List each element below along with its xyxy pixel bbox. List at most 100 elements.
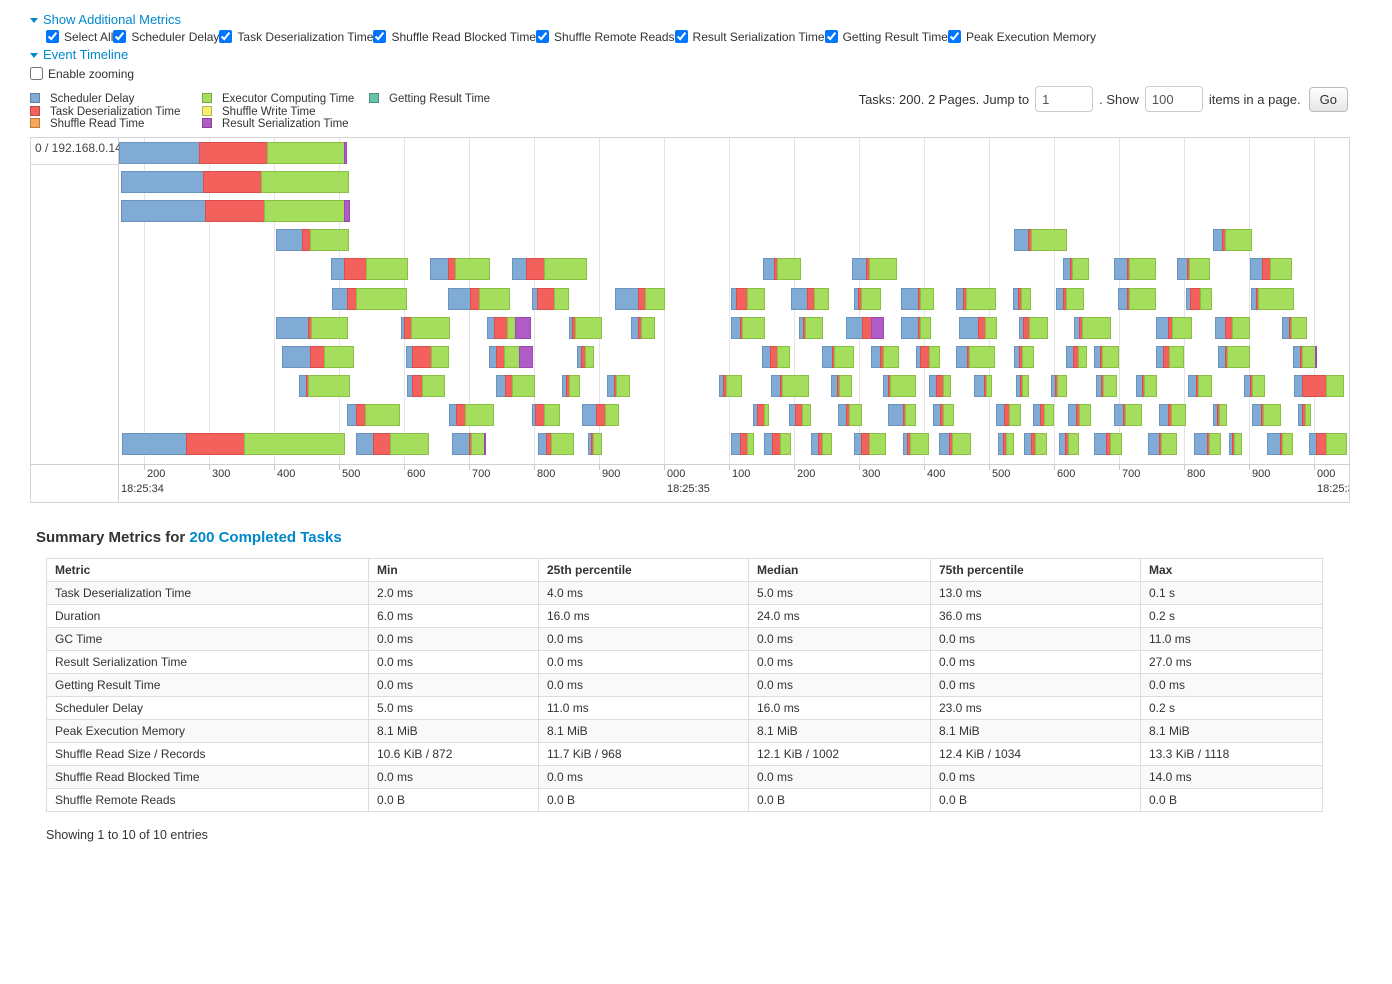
event-timeline-toggle[interactable]: Event Timeline — [30, 47, 1392, 62]
timeline-task-bar[interactable] — [1118, 287, 1156, 310]
timeline-task-bar[interactable] — [1056, 287, 1084, 310]
timeline-task-bar[interactable] — [1013, 287, 1031, 310]
timeline-task-bar[interactable] — [1252, 403, 1281, 426]
metric-checkbox[interactable] — [824, 30, 838, 43]
timeline-task-bar[interactable] — [122, 432, 345, 455]
timeline-task-bar[interactable] — [791, 287, 829, 310]
show-additional-metrics-toggle[interactable]: Show Additional Metrics — [30, 12, 1392, 27]
timeline-task-bar[interactable] — [1177, 257, 1210, 280]
metric-checkbox-item[interactable]: Peak Execution Memory — [947, 30, 1096, 44]
timeline-task-bar[interactable] — [452, 432, 486, 455]
timeline-task-bar[interactable] — [1014, 228, 1067, 251]
go-button[interactable]: Go — [1308, 86, 1348, 112]
timeline-task-bar[interactable] — [1186, 287, 1212, 310]
timeline-task-bar[interactable] — [276, 228, 349, 251]
timeline-task-bar[interactable] — [822, 345, 854, 368]
timeline-task-bar[interactable] — [998, 432, 1014, 455]
timeline-task-bar[interactable] — [430, 257, 490, 280]
timeline-task-bar[interactable] — [811, 432, 832, 455]
timeline-task-bar[interactable] — [532, 287, 569, 310]
timeline-task-bar[interactable] — [406, 345, 449, 368]
metric-checkbox[interactable] — [947, 30, 961, 43]
metric-checkbox[interactable] — [674, 30, 688, 43]
timeline-task-bar[interactable] — [731, 432, 754, 455]
timeline-task-bar[interactable] — [119, 141, 347, 164]
timeline-task-bar[interactable] — [347, 403, 400, 426]
timeline-task-bar[interactable] — [299, 374, 350, 397]
metric-checkbox-item[interactable]: Shuffle Remote Reads — [536, 30, 675, 44]
timeline-task-bar[interactable] — [771, 374, 809, 397]
items-per-page-input[interactable] — [1144, 86, 1203, 112]
timeline-task-bar[interactable] — [916, 345, 940, 368]
timeline-task-bar[interactable] — [831, 374, 852, 397]
timeline-task-bar[interactable] — [615, 287, 665, 310]
timeline-task-bar[interactable] — [939, 432, 971, 455]
timeline-task-bar[interactable] — [538, 432, 574, 455]
metric-checkbox-item[interactable]: Result Serialization Time — [674, 30, 825, 44]
timeline-task-bar[interactable] — [1074, 316, 1111, 339]
timeline-task-bar[interactable] — [888, 403, 916, 426]
timeline-task-bar[interactable] — [762, 345, 790, 368]
timeline-task-bar[interactable] — [1244, 374, 1265, 397]
timeline-task-bar[interactable] — [1051, 374, 1067, 397]
timeline-task-bar[interactable] — [719, 374, 742, 397]
enable-zooming-checkbox[interactable] — [30, 67, 43, 80]
jump-to-page-input[interactable] — [1035, 86, 1094, 112]
metric-checkbox[interactable] — [536, 30, 550, 43]
timeline-task-bar[interactable] — [959, 316, 997, 339]
timeline-task-bar[interactable] — [1094, 345, 1119, 368]
timeline-task-bar[interactable] — [1229, 432, 1242, 455]
timeline-task-bar[interactable] — [331, 257, 408, 280]
timeline-task-bar[interactable] — [1114, 403, 1142, 426]
timeline-task-bar[interactable] — [763, 257, 801, 280]
timeline-task-bar[interactable] — [731, 316, 765, 339]
timeline-task-bar[interactable] — [607, 374, 630, 397]
timeline-task-bar[interactable] — [838, 403, 862, 426]
timeline-task-bar[interactable] — [631, 316, 655, 339]
metric-checkbox-item[interactable]: Task Deserialization Time — [219, 30, 373, 44]
timeline-task-bar[interactable] — [1156, 345, 1184, 368]
timeline-task-bar[interactable] — [448, 287, 510, 310]
timeline-task-bar[interactable] — [1251, 287, 1294, 310]
timeline-task-bar[interactable] — [1293, 345, 1317, 368]
timeline-task-bar[interactable] — [1033, 403, 1054, 426]
timeline-task-bar[interactable] — [577, 345, 594, 368]
timeline-task-bar[interactable] — [1218, 345, 1250, 368]
timeline-task-bar[interactable] — [1059, 432, 1079, 455]
timeline-task-bar[interactable] — [731, 287, 765, 310]
timeline-task-bar[interactable] — [1063, 257, 1089, 280]
timeline-task-bar[interactable] — [1096, 374, 1117, 397]
metric-checkbox-item[interactable]: Scheduler Delay — [113, 30, 219, 44]
timeline-task-bar[interactable] — [903, 432, 929, 455]
metric-checkbox[interactable] — [113, 30, 127, 43]
timeline-task-bar[interactable] — [562, 374, 580, 397]
completed-tasks-link[interactable]: 200 Completed Tasks — [189, 528, 342, 546]
timeline-task-bar[interactable] — [582, 403, 619, 426]
timeline-task-bar[interactable] — [854, 287, 881, 310]
timeline-task-bar[interactable] — [799, 316, 823, 339]
timeline-task-bar[interactable] — [356, 432, 429, 455]
timeline-task-bar[interactable] — [276, 316, 348, 339]
timeline-task-bar[interactable] — [901, 287, 934, 310]
timeline-task-bar[interactable] — [1213, 228, 1252, 251]
timeline-task-bar[interactable] — [883, 374, 916, 397]
timeline-task-bar[interactable] — [449, 403, 494, 426]
metric-checkbox-item[interactable]: Shuffle Read Blocked Time — [373, 30, 536, 44]
timeline-task-bar[interactable] — [1294, 374, 1344, 397]
timeline-task-bar[interactable] — [121, 199, 350, 222]
timeline-task-bar[interactable] — [753, 403, 769, 426]
timeline-task-bar[interactable] — [532, 403, 560, 426]
timeline-task-bar[interactable] — [974, 374, 992, 397]
timeline-task-bar[interactable] — [1066, 345, 1087, 368]
timeline-task-bar[interactable] — [1282, 316, 1307, 339]
timeline-task-bar[interactable] — [1215, 316, 1250, 339]
metric-checkbox[interactable] — [46, 30, 59, 43]
timeline-task-bar[interactable] — [487, 316, 531, 339]
timeline-task-bar[interactable] — [121, 170, 349, 193]
timeline-task-bar[interactable] — [933, 403, 954, 426]
timeline-task-bar[interactable] — [1024, 432, 1047, 455]
timeline-task-bar[interactable] — [764, 432, 791, 455]
timeline-task-bar[interactable] — [1136, 374, 1157, 397]
timeline-task-bar[interactable] — [1094, 432, 1122, 455]
timeline-task-bar[interactable] — [996, 403, 1021, 426]
